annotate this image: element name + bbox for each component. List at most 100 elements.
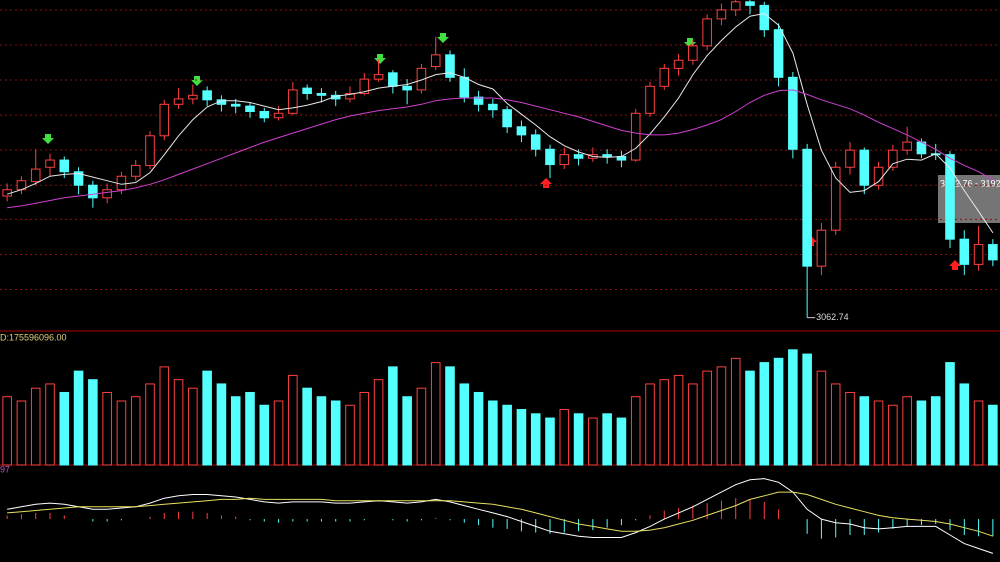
candle-body [445, 54, 455, 78]
volume-bar [545, 417, 555, 466]
volume-bar [959, 383, 970, 466]
candle-body [702, 18, 712, 47]
volume-bar [988, 404, 998, 466]
volume-bar [573, 413, 584, 466]
candle-body [788, 76, 798, 150]
volume-bar [230, 396, 241, 466]
volume-bar [359, 391, 370, 466]
volume-bar [502, 404, 512, 466]
volume-bar [216, 383, 227, 466]
candle-body [988, 244, 998, 261]
moving-average-line [6, 12, 994, 234]
volume-bar [888, 404, 898, 466]
candle-body [102, 189, 112, 199]
candle-body [416, 67, 427, 91]
macd-line [7, 491, 994, 537]
volume-bar [673, 374, 684, 466]
volume-bar [145, 383, 155, 466]
volume-bar [30, 387, 41, 466]
volume-bar [559, 409, 570, 466]
candle-body [573, 154, 584, 159]
volume-bar [716, 366, 727, 466]
up-arrow [949, 260, 961, 270]
volume-bar [45, 383, 55, 466]
candle-body [202, 90, 212, 101]
volume-bar [473, 391, 484, 466]
low-label: 3062.74 [816, 312, 849, 322]
candle-body [716, 9, 727, 20]
candle-body [230, 103, 241, 107]
volume-bar [330, 400, 341, 466]
candle-body [888, 149, 898, 168]
annotation: 3212.76 - 3192 [940, 178, 1000, 188]
volume-bar [745, 370, 755, 466]
candle-body [830, 166, 841, 231]
candle-body [973, 244, 984, 265]
candle-body [630, 112, 641, 161]
candle-body [116, 175, 127, 191]
volume-bar [202, 370, 212, 466]
volume-bar [59, 391, 70, 466]
candle-body [516, 126, 527, 136]
volume-bar [2, 396, 12, 466]
candle-body [345, 93, 355, 100]
volume-bar [102, 391, 112, 466]
volume-bar [316, 396, 327, 466]
candle-body [530, 134, 541, 150]
candle-body [959, 238, 970, 265]
volume-bar [88, 379, 98, 466]
volume-bar [945, 362, 955, 466]
candle-body [45, 159, 55, 168]
candle-body [945, 154, 955, 240]
volume-bar [416, 387, 427, 466]
macd-line [7, 478, 994, 554]
volume-bar [873, 400, 884, 466]
candle-body [273, 112, 284, 119]
volume-bar [773, 357, 784, 466]
volume-bar [16, 400, 27, 466]
candle-body [659, 67, 670, 87]
volume-bar [516, 409, 527, 466]
candle-body [773, 29, 784, 78]
candle-body [302, 87, 312, 95]
volume-bar [188, 387, 198, 466]
candle-body [88, 184, 98, 199]
volume-bar [373, 379, 384, 466]
volume-bar [702, 370, 712, 466]
candle-body [559, 154, 570, 166]
candle-body [145, 135, 155, 166]
candle-body [30, 168, 41, 183]
volume-bar [245, 391, 255, 466]
volume-bar [488, 400, 498, 466]
candle-body [159, 103, 170, 137]
candle-body [688, 45, 698, 61]
volume-bar [459, 383, 470, 466]
volume-bar [388, 366, 398, 466]
volume-bar [788, 349, 798, 466]
volume-bar [916, 400, 927, 466]
volume-bar [645, 383, 655, 466]
down-arrow [437, 33, 449, 43]
volume-bar [859, 396, 870, 466]
candle-body [188, 94, 198, 100]
candle-body [730, 1, 741, 11]
volume-bar [730, 357, 741, 466]
volume-bar [530, 413, 541, 466]
candle-body [602, 154, 612, 157]
volume-bar [288, 374, 298, 466]
volume-bar [130, 396, 141, 466]
candle-body [359, 78, 370, 95]
volume-bar [659, 379, 670, 466]
candle-body [845, 149, 855, 168]
candle-body [59, 159, 70, 173]
volume-bar [630, 396, 641, 466]
volume-bar [902, 396, 912, 466]
signal-arrows [540, 178, 961, 270]
volume-bar [930, 396, 941, 466]
candle-body [473, 96, 484, 105]
candle-body [545, 148, 555, 166]
candle-body [73, 171, 84, 186]
candle-body [430, 54, 441, 68]
volume-bar [173, 379, 184, 466]
